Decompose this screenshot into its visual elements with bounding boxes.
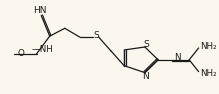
Text: —NH: —NH [32,45,54,54]
Text: S: S [143,40,149,49]
Text: N: N [174,53,181,62]
Text: N: N [143,72,149,81]
Text: NH₂: NH₂ [201,69,217,78]
Text: S: S [93,31,99,40]
Text: HN: HN [34,6,47,15]
Text: O: O [17,49,24,58]
Text: NH₂: NH₂ [201,42,217,50]
